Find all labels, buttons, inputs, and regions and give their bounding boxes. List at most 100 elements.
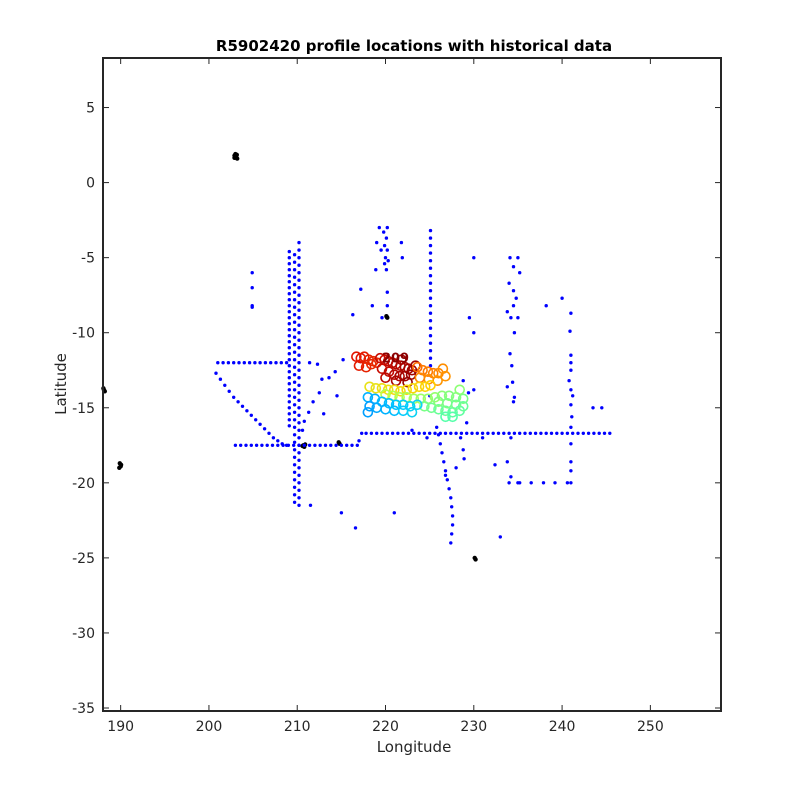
historical-point [292, 425, 297, 429]
profile-marker [380, 372, 391, 384]
profile-marker [383, 366, 395, 378]
historical-point [318, 443, 322, 447]
historical-point [287, 346, 291, 350]
y-tick-label: -15 [72, 401, 95, 417]
historical-point [287, 262, 291, 266]
historical-point [412, 431, 416, 435]
historical-point [292, 463, 297, 467]
historical-point [359, 287, 363, 291]
historical-point [333, 370, 337, 374]
historical-point [480, 436, 485, 440]
profile-marker [457, 400, 469, 412]
historical-point [428, 236, 433, 240]
historical-point [240, 404, 245, 408]
historical-point [447, 487, 451, 491]
historical-point [297, 488, 301, 492]
historical-point [287, 280, 291, 284]
historical-point [581, 431, 585, 435]
historical-point [428, 364, 433, 368]
historical-point [428, 319, 433, 323]
historical-point [450, 505, 454, 509]
historical-point [308, 503, 313, 507]
historical-point [428, 251, 433, 255]
historical-point [433, 431, 437, 435]
historical-point [297, 451, 301, 455]
historical-point [287, 316, 291, 320]
historical-point [270, 443, 275, 447]
y-tick-label: -5 [81, 251, 95, 267]
historical-point [380, 431, 384, 435]
axes-frame [102, 57, 722, 712]
historical-point [428, 349, 433, 353]
historical-point [227, 389, 231, 393]
historical-point [300, 428, 305, 432]
historical-point [461, 448, 465, 452]
historical-point [370, 304, 374, 308]
historical-point [511, 304, 516, 308]
profile-marker [454, 384, 466, 396]
historical-point [339, 443, 344, 447]
historical-point [254, 443, 259, 447]
historical-point [443, 469, 448, 473]
historical-point [569, 311, 573, 315]
historical-point [276, 439, 280, 443]
historical-point [297, 406, 301, 410]
historical-point [384, 268, 389, 272]
profile-marker [396, 354, 407, 366]
historical-point [233, 443, 238, 447]
historical-point [364, 431, 368, 435]
historical-point [287, 400, 291, 404]
historical-point [454, 466, 458, 470]
historical-point [297, 391, 301, 395]
historical-point [322, 412, 326, 416]
historical-point [465, 431, 469, 435]
historical-point [262, 427, 267, 431]
profile-marker [419, 400, 430, 412]
historical-point [401, 431, 405, 435]
historical-point [465, 421, 469, 425]
historical-point [576, 431, 580, 435]
historical-point [297, 323, 301, 327]
historical-point [307, 410, 311, 414]
historical-point [297, 481, 301, 485]
historical-point [505, 385, 509, 389]
historical-point [472, 331, 476, 335]
historical-point [297, 346, 301, 350]
historical-point [216, 361, 220, 365]
historical-point [274, 361, 278, 365]
historical-point [297, 301, 301, 305]
profile-marker [376, 382, 388, 394]
historical-point [297, 436, 301, 440]
historical-point [475, 431, 479, 435]
historical-point [313, 443, 317, 447]
historical-point [390, 431, 395, 435]
historical-point [292, 395, 297, 399]
historical-point [297, 308, 301, 312]
profile-marker [402, 376, 413, 388]
historical-point [417, 431, 421, 435]
historical-point [560, 296, 564, 300]
historical-point [529, 481, 533, 485]
historical-point [297, 353, 301, 357]
historical-point [399, 240, 404, 245]
historical-point [292, 478, 297, 482]
historical-point [232, 361, 236, 365]
historical-point [435, 425, 439, 429]
profile-marker [364, 400, 375, 412]
historical-point [518, 431, 522, 435]
historical-point [297, 338, 301, 342]
profile-marker [370, 382, 382, 394]
historical-point [428, 356, 433, 360]
historical-point [249, 443, 253, 447]
historical-point [287, 418, 291, 422]
historical-point [292, 365, 297, 369]
historical-point [458, 436, 463, 440]
historical-point [281, 443, 285, 447]
historical-point [436, 433, 441, 437]
historical-point [512, 331, 517, 335]
historical-point [571, 431, 575, 435]
historical-point [218, 377, 223, 381]
profile-marker [457, 393, 469, 405]
historical-point [292, 298, 297, 302]
